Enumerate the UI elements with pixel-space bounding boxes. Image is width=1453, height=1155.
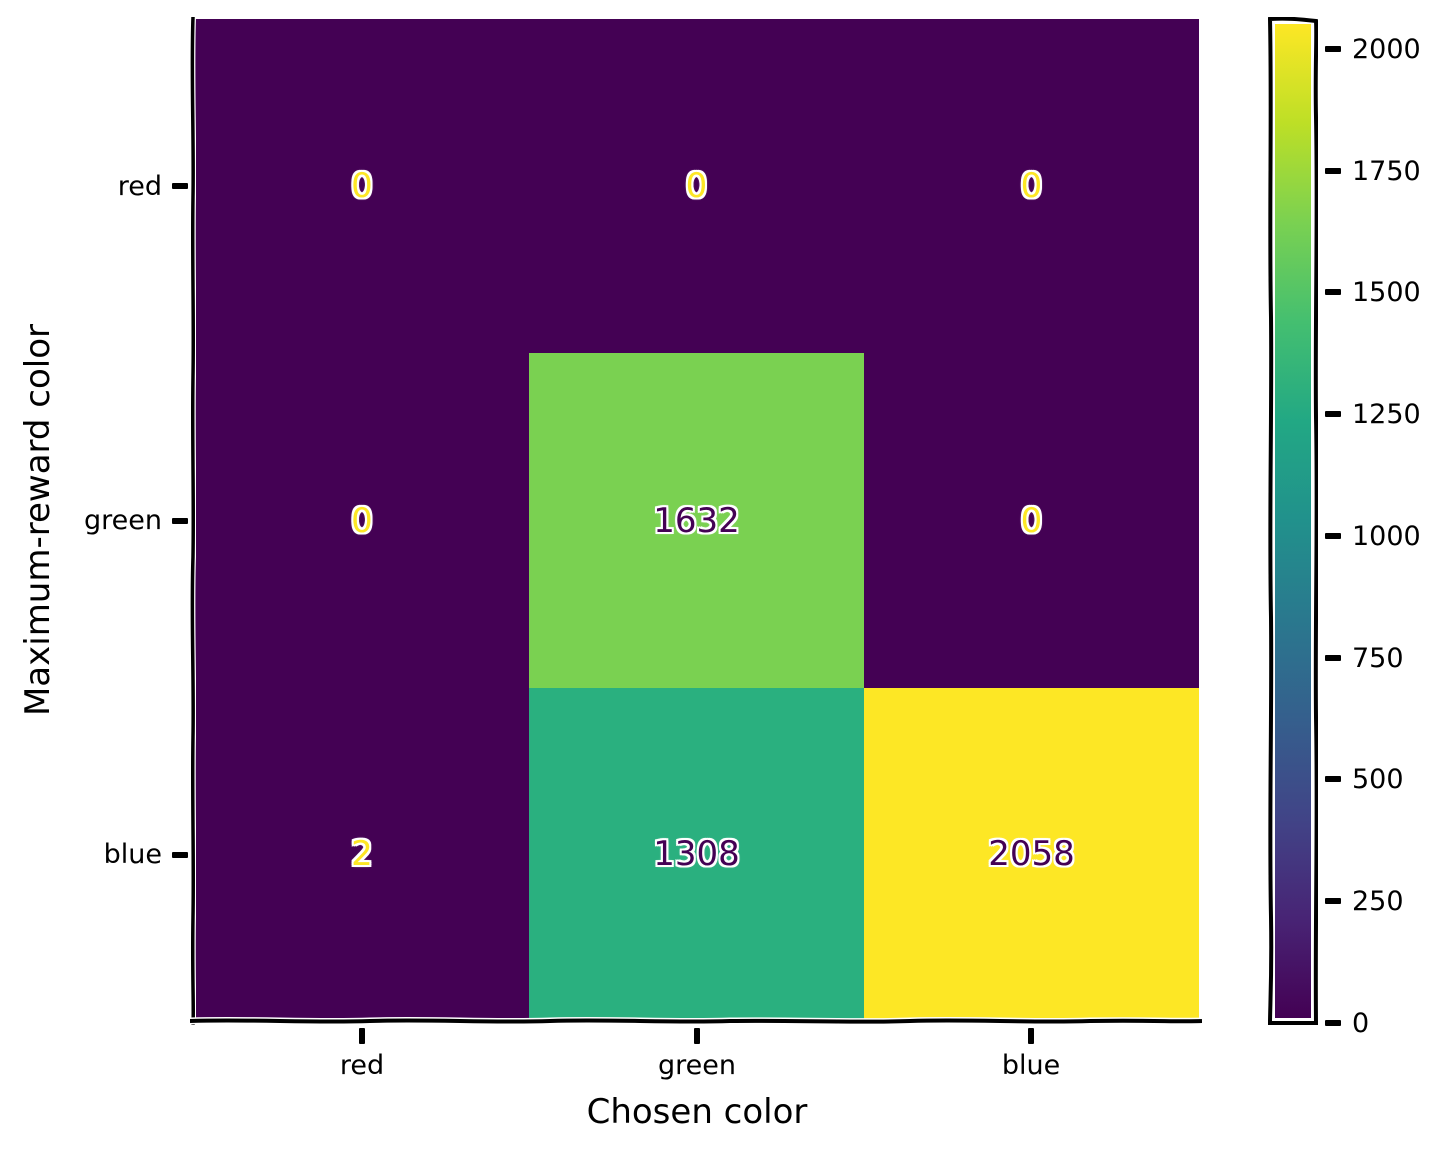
cell-red-blue: 0 [864, 19, 1199, 353]
cell-green-green: 1632 [529, 353, 864, 688]
colorbar-tick-label: 1000 [1352, 521, 1421, 552]
x-tick-label-blue: blue [1001, 1050, 1061, 1081]
y-tick-label-green: green [84, 505, 162, 536]
y-tick-mark [172, 518, 188, 524]
cell-value: 2 [351, 834, 373, 874]
x-tick-mark [359, 1028, 365, 1044]
colorbar-tick-mark [1325, 898, 1341, 904]
cell-value: 0 [351, 500, 373, 541]
confusion-matrix-heatmap: 0 0 0 0 1632 0 2 1308 2058 [195, 19, 1199, 1020]
x-tick-label-green: green [658, 1050, 736, 1081]
cell-value: 0 [351, 166, 373, 206]
x-axis-label: Chosen color [586, 1092, 808, 1132]
y-axis-spine [190, 17, 196, 1025]
cell-value: 1308 [653, 834, 740, 874]
colorbar-tick-label: 500 [1352, 764, 1404, 795]
colorbar-tick-mark [1325, 168, 1341, 174]
cell-blue-red: 2 [195, 688, 529, 1020]
cell-green-blue: 0 [864, 353, 1199, 688]
cell-value: 0 [1020, 166, 1043, 206]
x-tick-label-red: red [339, 1050, 385, 1081]
y-tick-mark [172, 852, 188, 858]
cell-blue-blue: 2058 [864, 688, 1199, 1020]
cell-value: 0 [685, 166, 708, 206]
colorbar-tick-label: 1500 [1352, 277, 1421, 308]
y-axis-label: Maximum-reward color [18, 323, 58, 717]
colorbar-frame [1268, 17, 1318, 1025]
colorbar-tick-label: 750 [1352, 643, 1404, 674]
cell-red-red: 0 [195, 19, 529, 353]
x-tick-mark [694, 1028, 700, 1044]
x-tick-mark [1028, 1028, 1034, 1044]
cell-green-red: 0 [195, 353, 529, 688]
colorbar-tick-label: 1250 [1352, 399, 1421, 430]
colorbar-tick-label: 250 [1352, 886, 1404, 917]
cell-blue-green: 1308 [529, 688, 864, 1020]
colorbar-gradient [1275, 24, 1311, 1018]
cell-value: 1632 [653, 500, 740, 541]
colorbar-tick-mark [1325, 46, 1341, 52]
colorbar-tick-mark [1325, 655, 1341, 661]
x-axis-spine [190, 1017, 1202, 1025]
colorbar-tick-label: 1750 [1352, 156, 1421, 187]
cell-value: 2058 [988, 834, 1075, 874]
colorbar-tick-label: 0 [1352, 1008, 1370, 1039]
colorbar-tick-mark [1325, 1020, 1341, 1026]
cell-red-green: 0 [529, 19, 864, 353]
colorbar-tick-label: 2000 [1352, 34, 1421, 65]
cell-value: 0 [1020, 500, 1043, 541]
y-tick-mark [172, 183, 188, 189]
y-tick-label-red: red [117, 171, 162, 202]
y-tick-label-blue: blue [103, 839, 162, 870]
colorbar-tick-mark [1325, 776, 1341, 782]
colorbar-tick-mark [1325, 289, 1341, 295]
colorbar-tick-mark [1325, 533, 1341, 539]
colorbar-tick-mark [1325, 411, 1341, 417]
